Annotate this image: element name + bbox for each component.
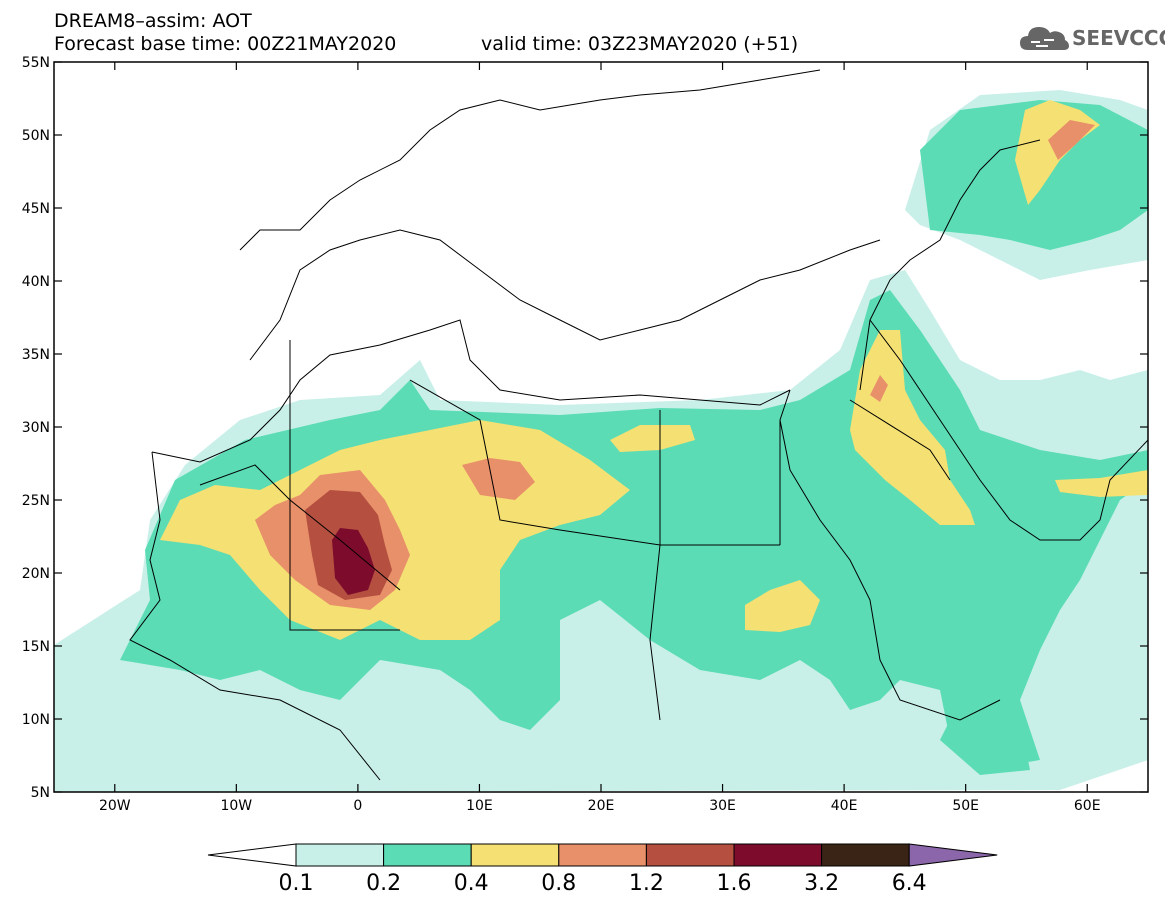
seevccc-logo: SEEVCCC: [1018, 22, 1165, 58]
cloud-icon: [1020, 27, 1069, 50]
lat-tick-label: 45N: [22, 201, 50, 217]
lon-tick-label: 60E: [1074, 798, 1101, 814]
colorbar-label: 3.2: [804, 871, 839, 896]
lat-tick-label: 15N: [22, 639, 50, 655]
forecast-times: Forecast base time: 00Z21MAY2020 valid ti…: [54, 33, 798, 55]
colorbar-swatch: [733, 843, 823, 867]
aot-contours: [54, 90, 1148, 792]
colorbar-label: 1.2: [629, 871, 664, 896]
lat-tick-label: 40N: [22, 274, 50, 290]
colorbar-label: 6.4: [892, 871, 927, 896]
lon-tick-label: 0: [353, 798, 362, 814]
logo-text: SEEVCCC: [1072, 26, 1165, 50]
colorbar-swatch: [295, 843, 385, 867]
lon-tick-label: 40E: [831, 798, 858, 814]
colorbar-label: 0.2: [366, 871, 401, 896]
coastlines: [129, 69, 1148, 781]
latitude-axis: 55N 50N 45N 40N 35N 30N 25N 20N 15N 10N 5N: [22, 55, 1148, 801]
lat-tick-label: 5N: [31, 785, 50, 801]
lon-tick-label: 30E: [709, 798, 736, 814]
longitude-axis: 20W 10W 0 10E 20E 30E 40E 50E 60E: [99, 62, 1101, 814]
colorbar-swatch: [645, 843, 735, 867]
lat-tick-label: 20N: [22, 566, 50, 582]
colorbar-under-triangle: [207, 843, 297, 867]
lon-tick-label: 50E: [952, 798, 979, 814]
lat-tick-label: 50N: [22, 128, 50, 144]
contour-1.6: [332, 528, 375, 595]
lat-tick-label: 10N: [22, 712, 50, 728]
colorbar-label: 0.4: [454, 871, 489, 896]
lat-tick-label: 30N: [22, 420, 50, 436]
lon-tick-label: 10W: [220, 798, 252, 814]
forecast-base-time: Forecast base time: 00Z21MAY2020: [54, 33, 397, 55]
map-title: DREAM8–assim: AOT: [54, 10, 252, 32]
lat-tick-label: 35N: [22, 347, 50, 363]
colorbar-label: 1.6: [717, 871, 752, 896]
colorbar-over-triangle: [908, 843, 998, 867]
colorbar-swatch: [821, 843, 910, 867]
colorbar-swatch: [558, 843, 647, 867]
colorbar-swatch: [470, 843, 560, 867]
lat-tick-label: 55N: [22, 55, 50, 71]
lon-tick-label: 20W: [99, 798, 131, 814]
colorbar-label: 0.8: [541, 871, 576, 896]
valid-time: valid time: 03Z23MAY2020 (+51): [481, 33, 799, 55]
colorbar-swatch: [383, 843, 472, 867]
colorbar: 0.1 0.2 0.4 0.8 1.2 1.6 3.2 6.4: [207, 843, 998, 896]
lon-tick-label: 20E: [588, 798, 615, 814]
colorbar-label: 0.1: [279, 871, 314, 896]
lat-tick-label: 25N: [22, 493, 50, 509]
lon-tick-label: 10E: [466, 798, 493, 814]
